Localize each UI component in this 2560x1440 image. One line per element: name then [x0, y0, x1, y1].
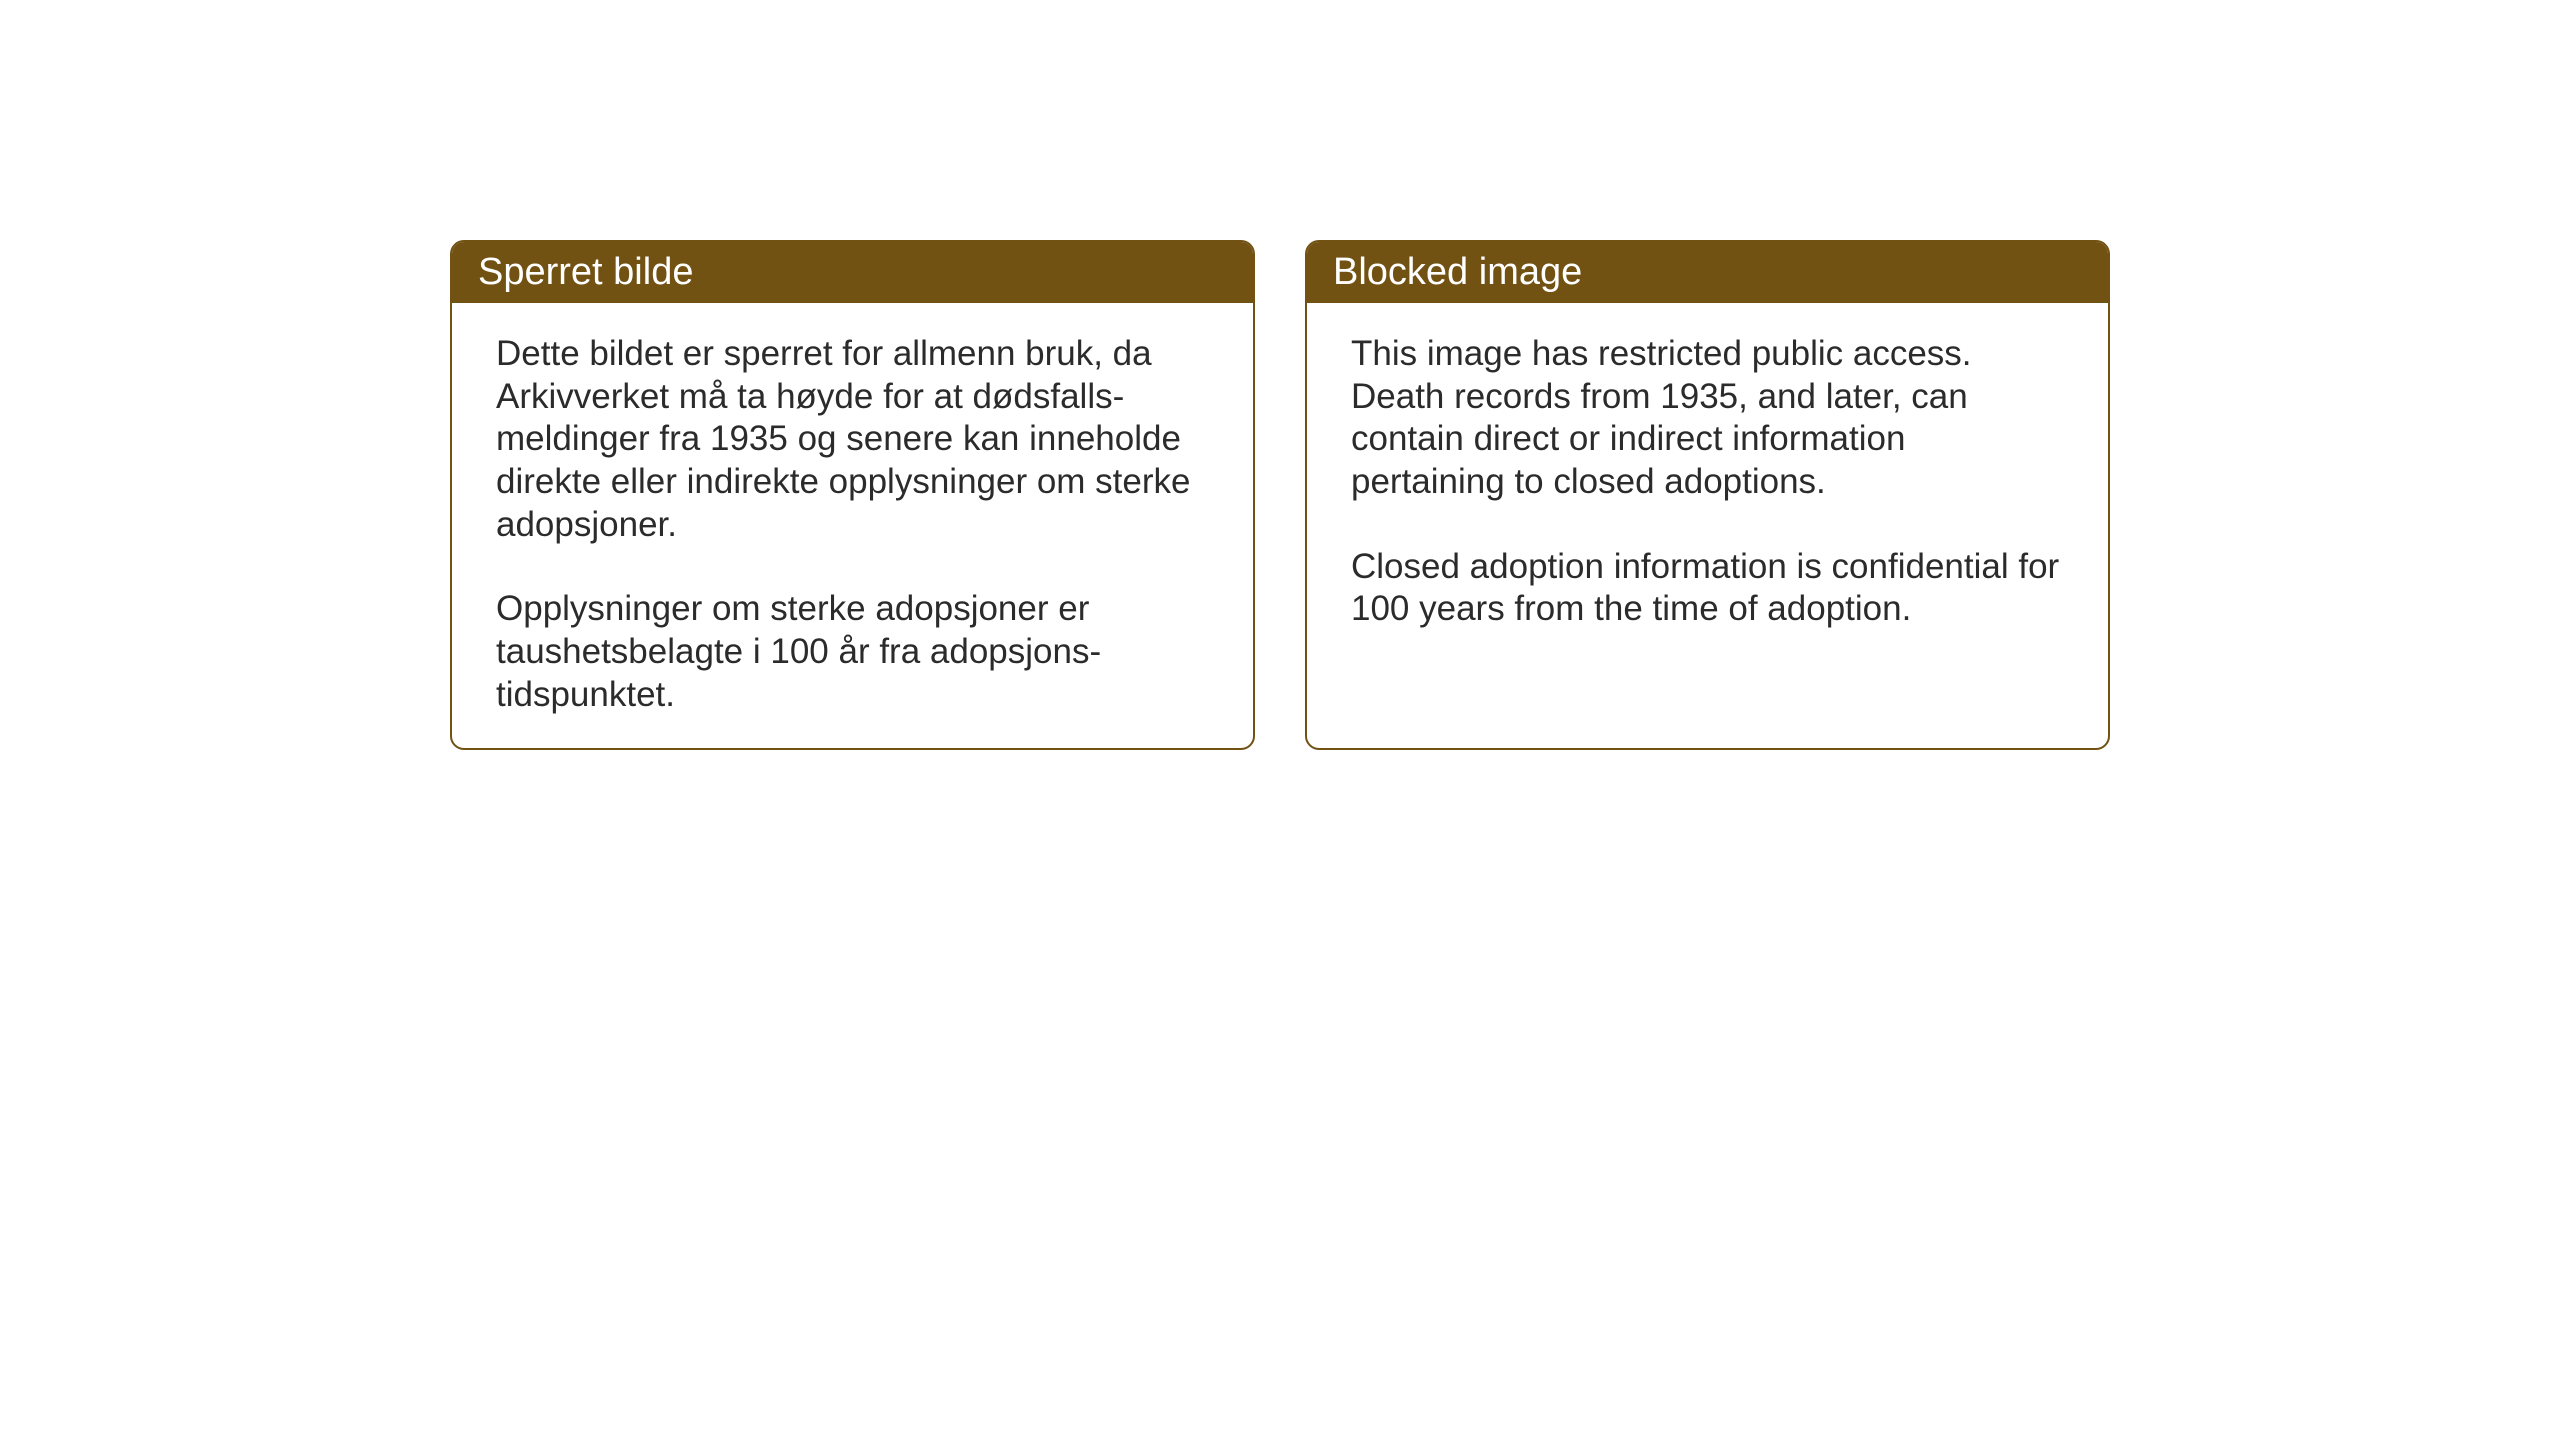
norwegian-paragraph-1: Dette bildet er sperret for allmenn bruk…: [496, 333, 1209, 546]
norwegian-card-title: Sperret bilde: [452, 242, 1253, 303]
norwegian-card: Sperret bilde Dette bildet er sperret fo…: [450, 240, 1255, 750]
english-card: Blocked image This image has restricted …: [1305, 240, 2110, 750]
norwegian-card-body: Dette bildet er sperret for allmenn bruk…: [452, 303, 1253, 747]
norwegian-paragraph-2: Opplysninger om sterke adopsjoner er tau…: [496, 588, 1209, 716]
english-card-body: This image has restricted public access.…: [1307, 303, 2108, 661]
cards-container: Sperret bilde Dette bildet er sperret fo…: [450, 240, 2110, 1440]
english-paragraph-1: This image has restricted public access.…: [1351, 333, 2064, 504]
english-paragraph-2: Closed adoption information is confident…: [1351, 546, 2064, 631]
english-card-title: Blocked image: [1307, 242, 2108, 303]
